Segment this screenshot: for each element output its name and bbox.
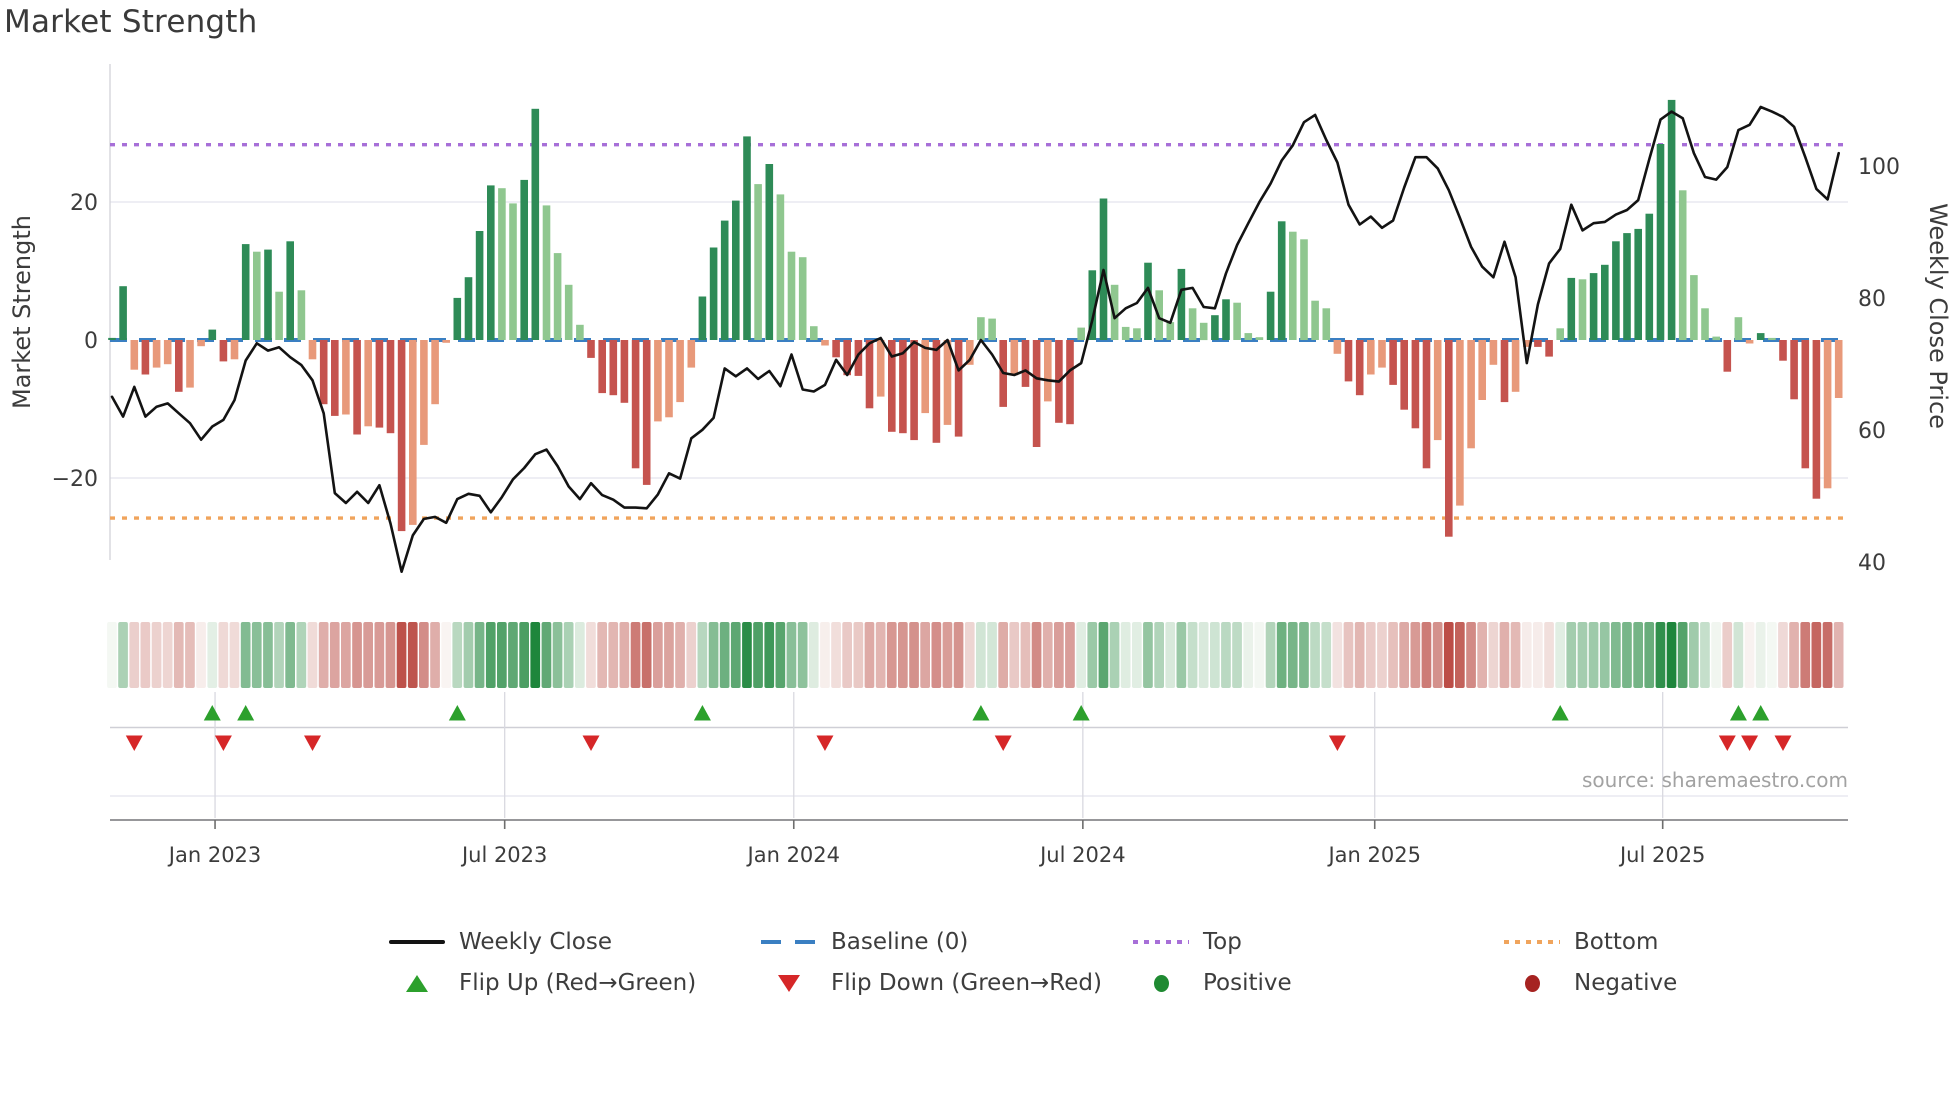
axis-tick-labels: 20 0 −20 100 80 60 40 Jan 2023 Jul 2023 Jan 2024 J… — [52, 155, 1900, 867]
flip-up-marker — [448, 705, 466, 721]
flip-up-markers — [203, 705, 1770, 721]
heatmap-strip — [107, 622, 1844, 688]
source-credit: source: sharemaestro.com — [1582, 768, 1848, 792]
flip-down-marker — [304, 735, 322, 751]
flip-down-marker — [1718, 735, 1736, 751]
flip-up-marker — [972, 705, 990, 721]
axis-tick: 60 — [1858, 419, 1886, 444]
axis-tick: 20 — [70, 191, 98, 216]
flip-down-marker — [1328, 735, 1346, 751]
flip-up-marker — [237, 705, 255, 721]
page-title: Market Strength — [4, 4, 258, 40]
left-axis-title: Market Strength — [8, 215, 36, 409]
strength-bars — [108, 99, 1843, 537]
flip-down-marker — [816, 735, 834, 751]
axis-tick: 80 — [1858, 287, 1886, 312]
flip-down-marker — [1741, 735, 1759, 751]
flip-down-markers — [125, 735, 1792, 751]
flip-down-marker — [1774, 735, 1792, 751]
flip-down-marker — [214, 735, 232, 751]
flip-down-marker — [125, 735, 143, 751]
flip-up-marker — [203, 705, 221, 721]
axis-tick: 0 — [84, 329, 98, 354]
flip-up-marker — [1551, 705, 1569, 721]
axis-tick: 100 — [1858, 155, 1900, 180]
axis-tick: −20 — [52, 467, 98, 492]
flip-up-marker — [1729, 705, 1747, 721]
axis-tick: 40 — [1858, 551, 1886, 576]
axis-tick: Jul 2025 — [1618, 843, 1705, 867]
axis-tick: Jan 2025 — [1326, 843, 1421, 867]
flip-up-marker — [1072, 705, 1090, 721]
right-axis-title: Weekly Close Price — [1924, 203, 1952, 429]
axis-tick: Jul 2024 — [1038, 843, 1125, 867]
axis-tick: Jan 2023 — [167, 843, 262, 867]
axis-tick: Jan 2024 — [746, 843, 841, 867]
flip-up-marker — [1752, 705, 1770, 721]
flip-down-marker — [582, 735, 600, 751]
flip-down-marker — [994, 735, 1012, 751]
flip-up-marker — [693, 705, 711, 721]
axis-tick: Jul 2023 — [460, 843, 547, 867]
price-line — [110, 105, 1840, 573]
